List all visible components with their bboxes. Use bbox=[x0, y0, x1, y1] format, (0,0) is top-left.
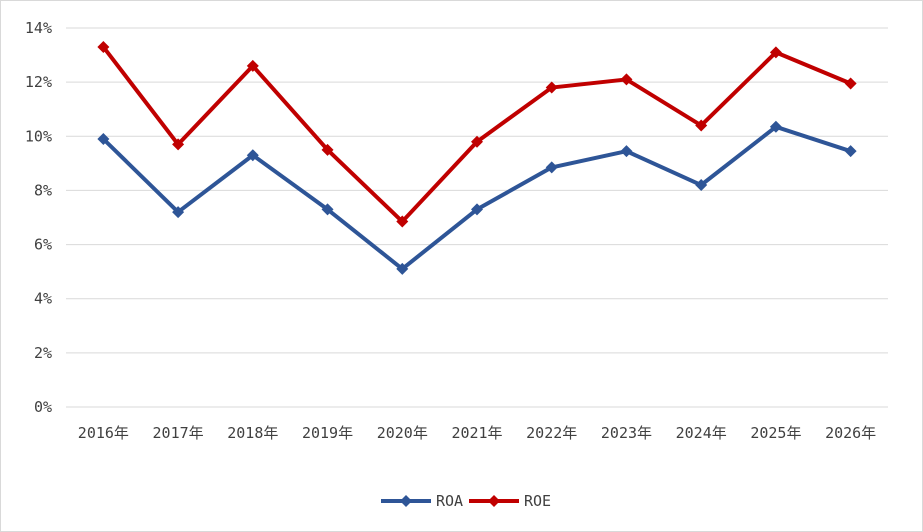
x-tick-label: 2022年 bbox=[526, 424, 577, 442]
data-point-roa bbox=[545, 161, 558, 174]
series-roa bbox=[97, 120, 857, 275]
data-point-roe bbox=[844, 77, 857, 90]
series-group bbox=[97, 40, 857, 275]
legend-swatch-marker bbox=[488, 495, 500, 507]
x-tick-label: 2020年 bbox=[377, 424, 428, 442]
x-tick-label: 2025年 bbox=[750, 424, 801, 442]
data-point-roa bbox=[620, 145, 633, 158]
data-point-roa bbox=[471, 203, 483, 216]
data-point-roe bbox=[396, 215, 409, 228]
y-tick-label: 0% bbox=[34, 398, 52, 416]
data-point-roa bbox=[321, 203, 334, 216]
legend-swatch-marker bbox=[400, 495, 412, 507]
x-tick-label: 2018年 bbox=[227, 424, 278, 442]
legend-label: ROA bbox=[436, 492, 463, 510]
x-axis-ticks: 2016年 2017年 2018年 2019年 2020年 2021年 2022年 2023年… bbox=[78, 424, 876, 442]
x-tick-label: 2023年 bbox=[601, 424, 652, 442]
y-tick-label: 14% bbox=[25, 19, 52, 37]
data-point-roa bbox=[844, 145, 857, 158]
y-tick-label: 10% bbox=[25, 127, 52, 145]
legend-label: ROE bbox=[524, 492, 551, 510]
data-point-roe bbox=[97, 40, 110, 53]
data-point-roe bbox=[172, 138, 185, 151]
data-point-roa bbox=[246, 149, 259, 162]
data-point-roe bbox=[321, 143, 334, 156]
data-point-roa bbox=[769, 120, 782, 133]
data-point-roa bbox=[97, 132, 110, 145]
data-point-roe bbox=[769, 46, 782, 59]
data-point-roe bbox=[471, 135, 483, 148]
y-tick-label: 4% bbox=[34, 290, 52, 308]
data-point-roe bbox=[545, 81, 558, 94]
series-roe bbox=[97, 40, 857, 228]
y-tick-label: 2% bbox=[34, 344, 52, 362]
y-axis-ticks: 0% 2% 4% 6% 8% 10% 12% 14% bbox=[25, 19, 52, 416]
x-tick-label: 2024年 bbox=[676, 424, 727, 442]
data-point-roe bbox=[695, 119, 708, 132]
series-line-roa bbox=[101, 124, 852, 271]
legend-item-roe: ROE bbox=[469, 492, 551, 510]
x-tick-label: 2021年 bbox=[451, 424, 502, 442]
x-tick-label: 2019年 bbox=[302, 424, 353, 442]
data-point-roe bbox=[246, 59, 259, 72]
legend: ROA ROE bbox=[381, 492, 551, 510]
data-point-roa bbox=[396, 262, 409, 275]
x-tick-label: 2017年 bbox=[153, 424, 204, 442]
y-tick-label: 8% bbox=[34, 181, 52, 199]
y-tick-label: 6% bbox=[34, 236, 52, 254]
data-point-roa bbox=[172, 206, 185, 219]
legend-item-roa: ROA bbox=[381, 492, 463, 510]
x-tick-label: 2016年 bbox=[78, 424, 129, 442]
data-point-roe bbox=[620, 73, 633, 86]
series-line-roe bbox=[101, 45, 852, 224]
x-tick-label: 2026年 bbox=[825, 424, 876, 442]
y-tick-label: 12% bbox=[25, 73, 52, 91]
data-point-roa bbox=[695, 179, 708, 192]
gridlines bbox=[66, 27, 888, 408]
